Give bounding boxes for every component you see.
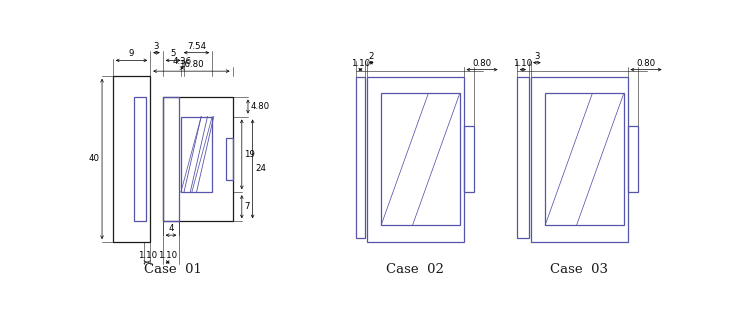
Bar [226,138,232,180]
Text: 4.36: 4.36 [173,57,192,66]
Bar [381,94,459,225]
Text: 16.80: 16.80 [179,60,204,69]
Text: 3: 3 [153,42,159,51]
Text: 24: 24 [255,165,266,173]
Text: 1.10: 1.10 [158,251,177,260]
Bar [628,126,638,192]
Bar [367,76,463,242]
Text: 0.80: 0.80 [472,59,492,68]
Text: 4: 4 [168,224,174,233]
Bar [162,97,232,221]
Text: 5: 5 [171,49,176,58]
Text: 1.10: 1.10 [351,59,370,68]
Text: 19: 19 [244,150,255,159]
Text: 4.80: 4.80 [250,102,269,111]
Bar [180,117,212,192]
Text: 0.80: 0.80 [636,59,656,68]
Bar [463,126,474,192]
Bar [532,76,628,242]
Bar [356,76,365,238]
Text: 1.10: 1.10 [138,251,156,260]
Text: 3: 3 [534,52,540,61]
Text: 40: 40 [89,154,100,164]
Bar [517,76,529,238]
Text: 7.54: 7.54 [187,42,206,51]
Bar [134,97,146,221]
Text: Case  03: Case 03 [550,263,608,276]
Text: 1.10: 1.10 [514,59,532,68]
Text: 7: 7 [244,202,250,211]
Bar [162,97,179,221]
Text: 9: 9 [129,49,134,58]
Text: Case  02: Case 02 [387,263,444,276]
Text: 2: 2 [368,52,374,61]
Bar [113,76,150,242]
Bar [545,94,623,225]
Bar [180,117,212,192]
Text: Case  01: Case 01 [144,263,202,276]
